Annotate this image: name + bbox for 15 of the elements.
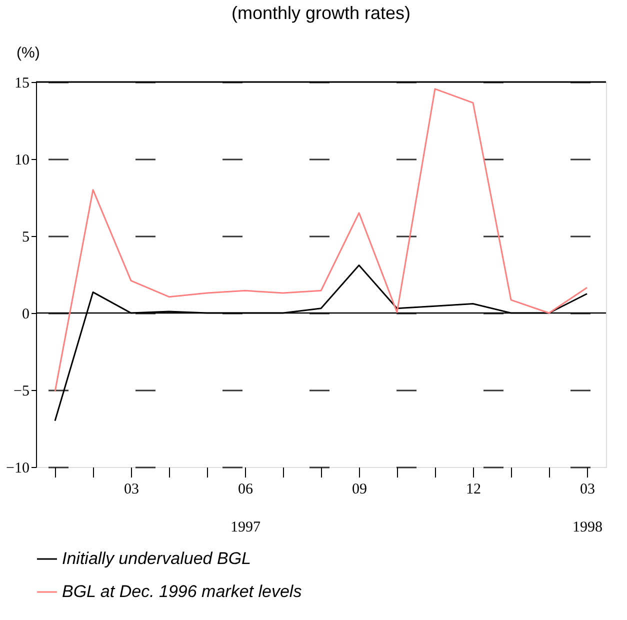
category-label: 06 1997 [230, 482, 260, 536]
legend-label: BGL at Dec. 1996 market levels [62, 582, 302, 601]
y-tick-label: 15 [14, 76, 30, 92]
y-tick-label: 0 [22, 306, 30, 322]
x-tick-label: 12 [466, 482, 481, 498]
y-tick-label: −5 [14, 384, 30, 400]
x-tick-label: 03 [124, 482, 139, 498]
y-tick-label: −10 [6, 460, 30, 476]
y-axis-title: (%) [16, 44, 40, 62]
legend-label: Initially undervalued BGL [62, 549, 252, 568]
y-tick-label: 5 [22, 230, 30, 246]
chart-title: (monthly growth rates) [231, 3, 411, 23]
x-tick-label: 09 [352, 482, 367, 498]
y-tick-label: 10 [14, 152, 30, 168]
category-label: 03 1998 [572, 482, 602, 536]
